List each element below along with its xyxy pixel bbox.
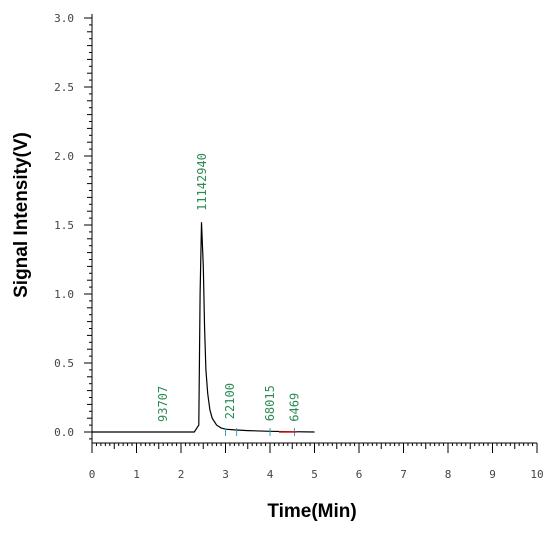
- y-tick-label: 3.0: [54, 12, 74, 25]
- y-tick-label: 2.5: [54, 81, 74, 94]
- series: [92, 222, 315, 436]
- y-tick-label: 1.5: [54, 219, 74, 232]
- y-tick-label: 1.0: [54, 288, 74, 301]
- peak-area-label: 93707: [156, 386, 170, 422]
- signal-trace: [92, 222, 315, 433]
- x-tick-label: 8: [445, 468, 452, 481]
- peak-area-label: 6469: [288, 393, 302, 422]
- y-tick-label: 0.0: [54, 426, 74, 439]
- x-tick-label: 3: [222, 468, 229, 481]
- peak-area-label: 11142940: [195, 153, 209, 211]
- x-tick-label: 2: [178, 468, 185, 481]
- x-tick-label: 10: [530, 468, 543, 481]
- x-tick-label: 5: [311, 468, 318, 481]
- x-tick-label: 1: [133, 468, 140, 481]
- peak-area-label: 68015: [263, 385, 277, 421]
- x-axis-title: Time(Min): [267, 501, 356, 522]
- x-tick-label: 6: [356, 468, 363, 481]
- axes: [91, 14, 537, 444]
- ticks: 0 1 2 3 4 5 6 7 8 9 10 0.0 0.5 1.0 1.5 2.0 2.5 3.0: [54, 12, 544, 481]
- peak-labels: 93707 11142940 22100 68015 6469: [156, 153, 301, 422]
- x-tick-label: 0: [89, 468, 96, 481]
- x-tick-label: 7: [400, 468, 407, 481]
- y-axis-title: Signal Intensity(V): [11, 132, 32, 298]
- peak-area-label: 22100: [223, 383, 237, 419]
- y-tick-label: 2.0: [54, 150, 74, 163]
- x-tick-label: 9: [489, 468, 496, 481]
- x-tick-label: 4: [267, 468, 274, 481]
- y-tick-label: 0.5: [54, 357, 74, 370]
